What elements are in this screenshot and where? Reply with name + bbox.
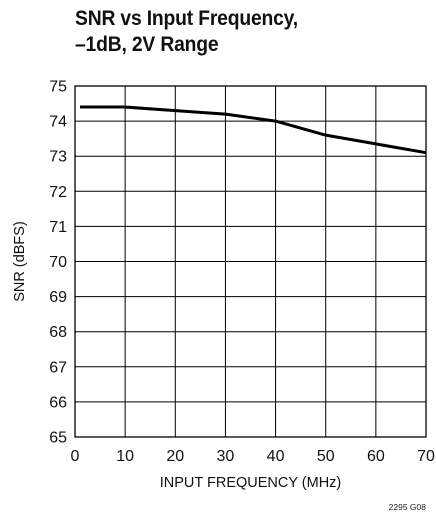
y-tick-label: 67 <box>49 359 67 376</box>
figure-id: 2295 G08 <box>388 502 426 512</box>
y-tick-label: 65 <box>49 430 67 447</box>
x-tick-label: 30 <box>217 448 235 465</box>
y-tick-label: 70 <box>49 254 67 271</box>
x-tick-label: 40 <box>267 448 285 465</box>
snr-series-line <box>80 105 427 155</box>
y-tick-label: 74 <box>49 114 67 131</box>
y-tick-label: 71 <box>49 219 67 236</box>
y-tick-label: 72 <box>49 184 67 201</box>
axes <box>74 85 427 438</box>
y-tick-label: 66 <box>49 394 67 411</box>
chart-title: SNR vs Input Frequency, –1dB, 2V Range <box>75 6 388 58</box>
x-tick-label: 20 <box>166 448 184 465</box>
x-tick-label: 50 <box>317 448 335 465</box>
y-tick-label: 68 <box>49 324 67 341</box>
y-tick-label: 73 <box>49 149 67 166</box>
x-axis-label: INPUT FREQUENCY (MHz) <box>160 475 342 491</box>
y-tick-label: 75 <box>49 79 67 96</box>
y-axis-label: SNR (dBFS) <box>12 221 28 302</box>
x-tick-label: 10 <box>116 448 134 465</box>
labels: INPUT FREQUENCY (MHz) SNR (dBFS) 0 10 20 30… <box>12 79 435 492</box>
series <box>80 105 427 155</box>
x-tick-label: 60 <box>367 448 385 465</box>
x-tick-label: 70 <box>417 448 435 465</box>
y-tick-label: 69 <box>49 289 67 306</box>
chart-title-line-1: SNR vs Input Frequency, <box>75 7 298 30</box>
plot-frame <box>74 85 427 438</box>
chart-title-line-2: –1dB, 2V Range <box>75 33 219 56</box>
x-tick-label: 0 <box>71 448 80 465</box>
grid <box>74 85 427 438</box>
